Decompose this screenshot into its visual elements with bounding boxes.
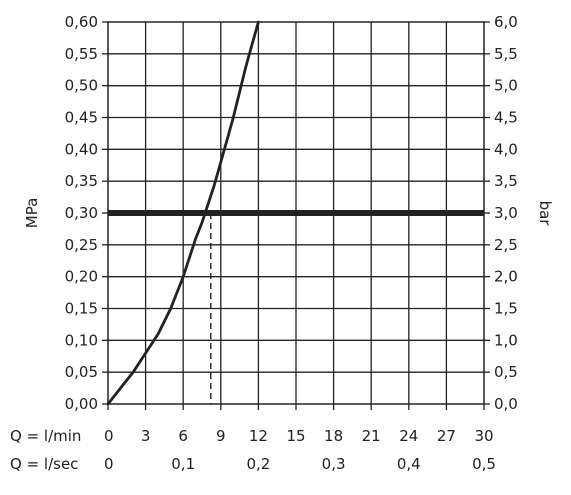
x-tick-label: 21	[362, 427, 381, 445]
y-tick-label-right: 0,0	[494, 395, 518, 413]
y-tick-label-left: 0,05	[65, 363, 98, 381]
x-tick-label: 24	[399, 427, 418, 445]
x-scale-row-label: Q = l/min	[10, 427, 81, 445]
x-tick-label: 27	[437, 427, 456, 445]
y-tick-label-left: 0,35	[65, 172, 98, 190]
x-tick-label: 15	[286, 427, 305, 445]
y-tick-label-right: 2,5	[494, 236, 518, 254]
x-tick-label: 30	[474, 427, 493, 445]
y-tick-label-left: 0,10	[65, 331, 98, 349]
y-tick-label-left: 0,00	[65, 395, 98, 413]
y-tick-label-right: 6,0	[494, 13, 518, 31]
y-tick-label-left: 0,40	[65, 140, 98, 158]
y-tick-label-left: 0,30	[65, 204, 98, 222]
x-tick-label: 0,4	[397, 455, 421, 473]
y-tick-label-left: 0,15	[65, 300, 98, 318]
x-tick-label: 6	[178, 427, 188, 445]
x-tick-label: 0	[104, 427, 114, 445]
tick-labels: 0,00 0,00,05 0,50,10 1,00,15 1,50,20 2,00,25 2…	[10, 13, 518, 473]
x-tick-label: 12	[249, 427, 268, 445]
y-tick-label-right: 0,5	[494, 363, 518, 381]
y-tick-label-left: 0,60	[65, 13, 98, 31]
x-tick-label: 0,2	[246, 455, 270, 473]
y-axis-title-right: bar	[536, 201, 554, 227]
y-tick-label-right: 4,0	[494, 140, 518, 158]
y-tick-label-right: 5,0	[494, 77, 518, 95]
y-tick-label-left: 0,25	[65, 236, 98, 254]
x-tick-label: 0	[104, 455, 114, 473]
x-tick-label: 0,3	[322, 455, 346, 473]
x-tick-label: 0,1	[171, 455, 195, 473]
y-tick-label-right: 5,5	[494, 45, 518, 63]
x-tick-label: 3	[141, 427, 151, 445]
y-tick-label-right: 1,0	[494, 331, 518, 349]
x-scale-row-label: Q = l/sec	[10, 455, 78, 473]
y-tick-label-right: 1,5	[494, 300, 518, 318]
y-tick-label-right: 3,5	[494, 172, 518, 190]
x-tick-label: 0,5	[472, 455, 496, 473]
y-tick-label-left: 0,50	[65, 77, 98, 95]
y-tick-label-left: 0,55	[65, 45, 98, 63]
flow-curve-line	[106, 20, 260, 406]
y-tick-label-left: 0,45	[65, 109, 98, 127]
y-tick-label-right: 3,0	[494, 204, 518, 222]
series-group	[106, 20, 484, 406]
x-tick-label: 18	[324, 427, 343, 445]
y-tick-label-right: 4,5	[494, 109, 518, 127]
y-axis-title-left: MPa	[23, 198, 41, 229]
y-tick-label-left: 0,20	[65, 268, 98, 286]
y-tick-label-right: 2,0	[494, 268, 518, 286]
tick-marks	[102, 21, 490, 410]
x-tick-label: 9	[216, 427, 226, 445]
